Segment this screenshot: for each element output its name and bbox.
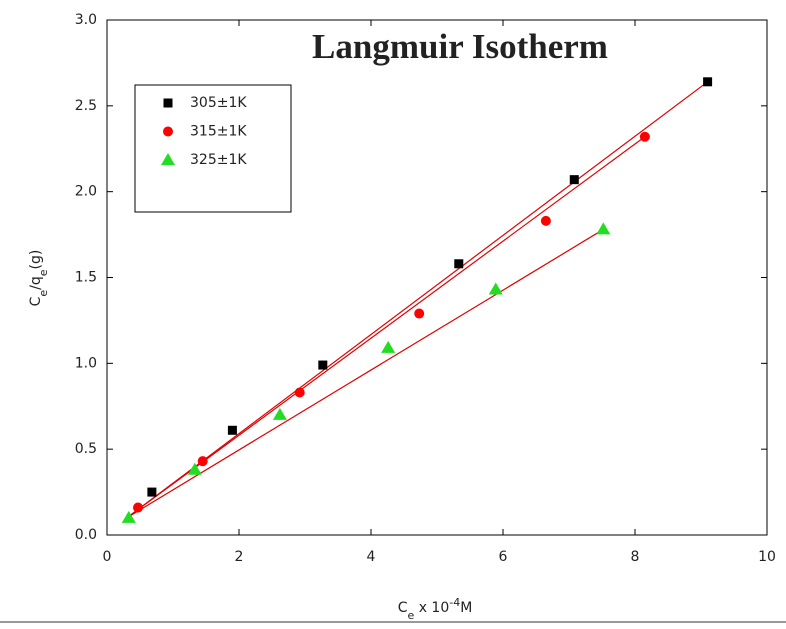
xlabel-part: M	[460, 600, 472, 616]
xlabel-label: Ce x 10-4M	[398, 596, 473, 622]
point	[147, 487, 157, 497]
ylabel-part: (g)	[28, 250, 44, 270]
point	[639, 131, 650, 142]
point	[133, 502, 144, 513]
x-tick-label: 2	[235, 549, 244, 565]
point	[569, 175, 579, 185]
x-tick-label: 6	[499, 549, 508, 565]
point	[187, 462, 202, 475]
point	[121, 510, 136, 523]
y-tick-label: 0.5	[75, 441, 97, 457]
x-tick-label: 8	[631, 549, 640, 565]
x-tick-label: 4	[367, 549, 376, 565]
y-tick-label: 1.0	[75, 355, 97, 371]
legend-marker	[163, 98, 173, 108]
y-tick-label: 1.5	[75, 270, 97, 286]
x-tick-label: 10	[758, 549, 776, 565]
legend-box	[134, 84, 292, 213]
point	[272, 407, 287, 420]
point	[294, 387, 305, 398]
legend-label: 305±1K	[190, 95, 247, 111]
x-tick-label: 0	[103, 549, 112, 565]
y-tick-label: 3.0	[75, 12, 97, 28]
fit-line	[126, 136, 646, 519]
ylabel-part: e	[37, 290, 50, 297]
y-tick-label: 2.5	[75, 98, 97, 114]
y-tick-label: 0.0	[75, 527, 97, 543]
fit-line	[126, 81, 708, 519]
xlabel-part: -4	[449, 596, 460, 609]
xlabel-part: e	[407, 609, 414, 622]
point	[414, 308, 425, 319]
point	[596, 222, 611, 235]
xlabel-part: C	[398, 600, 408, 616]
point	[454, 259, 464, 269]
point	[197, 456, 208, 467]
fit-line	[126, 228, 604, 519]
point	[540, 215, 551, 226]
point	[703, 77, 713, 87]
point	[318, 360, 328, 370]
legend-marker	[161, 153, 175, 165]
y-tick-label: 2.0	[75, 184, 97, 200]
ylabel-part: /q	[28, 276, 44, 290]
chart-title: Langmuir Isotherm	[312, 27, 608, 66]
legend-marker	[163, 126, 173, 137]
point	[488, 282, 503, 295]
ylabel-label: Ce/qe(g)	[28, 250, 50, 307]
ylabel-part: C	[28, 296, 44, 306]
legend-label: 325±1K	[190, 152, 247, 168]
ylabel-part: e	[37, 269, 50, 276]
point	[381, 340, 396, 353]
xlabel-part: x 10	[414, 600, 449, 616]
legend-label: 315±1K	[190, 124, 247, 140]
point	[227, 425, 237, 435]
